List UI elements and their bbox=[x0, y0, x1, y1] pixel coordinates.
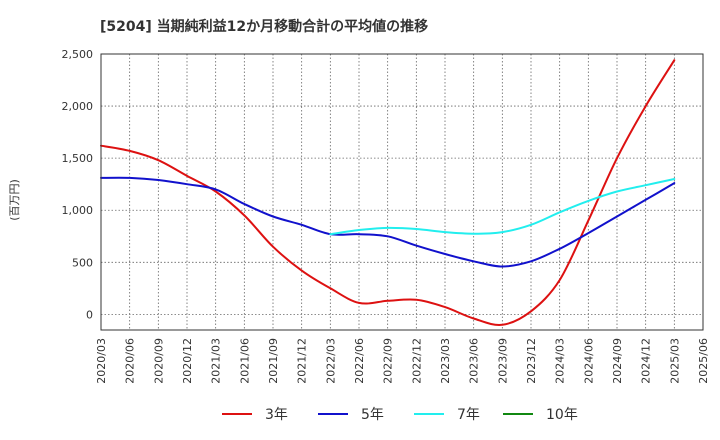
x-tick-label: 2022/03 bbox=[324, 338, 337, 384]
y-tick-label: 2,000 bbox=[62, 100, 94, 113]
legend-label-3: 10年 bbox=[546, 407, 578, 423]
x-tick-label: 2025/03 bbox=[668, 338, 681, 384]
x-tick-label: 2022/06 bbox=[353, 338, 366, 384]
x-axis: 2020/03 2020/06 2020/09 2020/12 2021/03 2021/… bbox=[95, 338, 710, 384]
legend-label-2: 7年 bbox=[457, 407, 480, 423]
x-tick-label: 2020/09 bbox=[152, 338, 165, 384]
x-tick-label: 2024/06 bbox=[582, 338, 595, 384]
x-tick-label: 2020/06 bbox=[124, 338, 137, 384]
series-line-1 bbox=[100, 176, 676, 268]
series-line-2 bbox=[329, 178, 676, 236]
y-tick-label: 1,000 bbox=[62, 204, 94, 217]
x-tick-label: 2024/12 bbox=[640, 338, 653, 384]
plot-area bbox=[100, 53, 704, 331]
plot-background bbox=[101, 54, 703, 330]
x-tick-label: 2023/03 bbox=[439, 338, 452, 384]
plot-frame bbox=[100, 53, 704, 331]
x-tick-label: 2021/12 bbox=[296, 338, 309, 384]
x-tick-label: 2024/09 bbox=[611, 338, 624, 384]
y-axis: 0 500 1,000 1,500 2,000 2,500 bbox=[62, 48, 94, 321]
x-tick-label: 2023/09 bbox=[496, 338, 509, 384]
series-layer bbox=[100, 59, 676, 326]
y-tick-label: 1,500 bbox=[62, 152, 94, 165]
x-tick-label: 2021/03 bbox=[210, 338, 223, 384]
x-tick-label: 2021/06 bbox=[238, 338, 251, 384]
y-tick-label: 0 bbox=[86, 308, 93, 321]
y-tick-label: 2,500 bbox=[62, 48, 94, 61]
legend: 3年 5年 7年 10年 bbox=[222, 407, 578, 423]
x-tick-label: 2020/12 bbox=[181, 338, 194, 384]
chart-title: [5204] 当期純利益12か月移動合計の平均値の推移 bbox=[100, 18, 428, 35]
x-tick-label: 2022/09 bbox=[382, 338, 395, 384]
x-tick-label: 2020/03 bbox=[95, 338, 108, 384]
x-tick-label: 2023/12 bbox=[525, 338, 538, 384]
x-tick-label: 2021/09 bbox=[267, 338, 280, 384]
x-tick-label: 2025/06 bbox=[697, 338, 710, 384]
series-line-0 bbox=[100, 59, 676, 326]
legend-label-1: 5年 bbox=[361, 407, 384, 423]
x-tick-label: 2022/12 bbox=[410, 338, 423, 384]
x-tick-label: 2023/06 bbox=[468, 338, 481, 384]
x-tick-label: 2024/03 bbox=[554, 338, 567, 384]
y-tick-label: 500 bbox=[72, 256, 93, 269]
y-axis-label: (百万円) bbox=[8, 179, 21, 221]
legend-label-0: 3年 bbox=[265, 407, 288, 423]
